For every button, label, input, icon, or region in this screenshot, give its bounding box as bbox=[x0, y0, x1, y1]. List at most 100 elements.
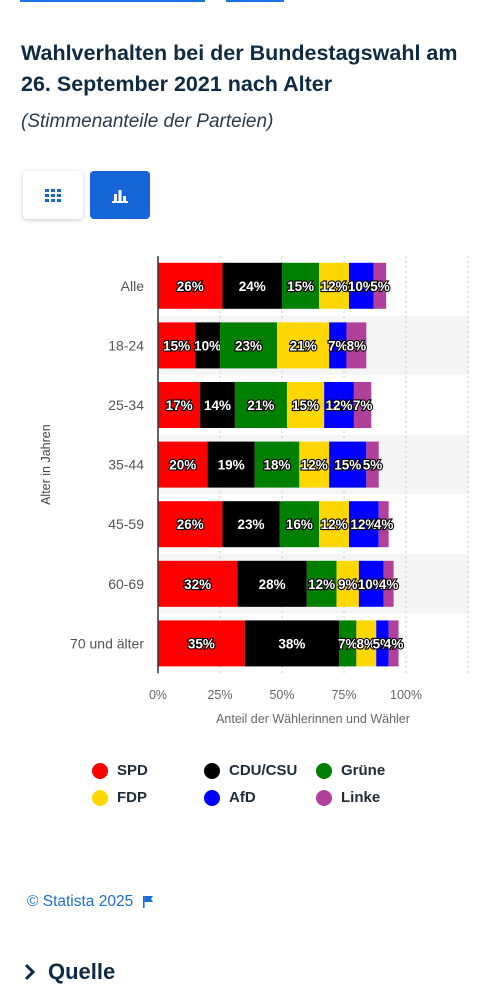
data-label: 4% bbox=[379, 577, 399, 592]
x-tick-label: 0% bbox=[149, 688, 167, 702]
legend-item[interactable]: AfD bbox=[204, 789, 256, 806]
legend-item[interactable]: Linke bbox=[316, 789, 380, 806]
data-label: 12% bbox=[321, 279, 348, 294]
category-label: Alle bbox=[121, 278, 145, 294]
bar-segment bbox=[244, 620, 340, 667]
category-label: 70 und älter bbox=[70, 635, 144, 651]
bar-segment bbox=[299, 441, 330, 488]
data-label: 10% bbox=[194, 338, 221, 353]
grid-icon bbox=[45, 188, 61, 202]
data-label: 12% bbox=[326, 398, 353, 413]
bar-segment bbox=[336, 560, 359, 607]
bar-segment bbox=[158, 560, 238, 607]
bar-segment bbox=[286, 382, 325, 428]
bar-segment bbox=[282, 262, 320, 309]
bar-segment bbox=[383, 560, 394, 607]
quelle-toggle[interactable]: Quelle bbox=[24, 959, 115, 985]
bar-chart-icon bbox=[112, 189, 128, 203]
legend-swatch bbox=[92, 762, 108, 779]
page-subtitle: (Stimmenanteile der Parteien) bbox=[21, 111, 274, 132]
legend-swatch bbox=[316, 789, 332, 806]
data-label: 26% bbox=[177, 279, 204, 294]
bar-segment bbox=[348, 501, 379, 548]
data-label: 15% bbox=[292, 398, 319, 413]
data-label: 10% bbox=[358, 577, 385, 592]
legend-label: FDP bbox=[117, 789, 147, 806]
bar-segment bbox=[277, 322, 330, 369]
chevron-right-icon bbox=[24, 963, 36, 981]
bar-segment bbox=[329, 322, 347, 369]
credit-text: © Statista 2025 bbox=[27, 893, 134, 910]
legend-item[interactable]: CDU/CSU bbox=[204, 762, 297, 779]
data-label: 12% bbox=[321, 517, 348, 532]
data-label: 7% bbox=[338, 636, 358, 651]
bar-segment bbox=[378, 501, 389, 548]
data-label: 17% bbox=[166, 398, 193, 413]
data-label: 4% bbox=[384, 636, 404, 651]
bar-segment bbox=[339, 620, 357, 667]
legend-item[interactable]: SPD bbox=[92, 762, 148, 779]
bar-segment bbox=[158, 441, 208, 488]
bar-segment bbox=[222, 262, 282, 309]
tab-underline-left bbox=[20, 0, 205, 2]
bar-segment bbox=[158, 262, 223, 309]
data-label: 32% bbox=[184, 577, 211, 592]
bar-segment bbox=[353, 382, 372, 428]
data-label: 12% bbox=[301, 458, 328, 473]
legend-swatch bbox=[316, 762, 332, 779]
bar-segment bbox=[346, 322, 367, 369]
data-label: 23% bbox=[237, 517, 264, 532]
x-tick-label: 75% bbox=[331, 688, 356, 702]
legend-swatch bbox=[204, 789, 220, 806]
bar-segment bbox=[222, 501, 280, 548]
bar-segment bbox=[319, 262, 349, 309]
legend-label: Linke bbox=[341, 789, 381, 806]
bar-segment bbox=[158, 620, 245, 667]
data-label: 20% bbox=[169, 458, 196, 473]
quelle-label: Quelle bbox=[48, 959, 116, 984]
category-label: 18-24 bbox=[108, 337, 144, 353]
bar-segment bbox=[388, 620, 399, 667]
x-tick-label: 100% bbox=[390, 688, 422, 702]
data-label: 15% bbox=[163, 338, 190, 353]
data-label: 38% bbox=[278, 636, 305, 651]
flag-icon bbox=[143, 896, 154, 908]
table-view-button[interactable] bbox=[23, 171, 83, 219]
chart-view-button[interactable] bbox=[90, 171, 150, 219]
x-tick-label: 25% bbox=[207, 688, 232, 702]
data-label: 15% bbox=[334, 458, 361, 473]
data-label: 7% bbox=[328, 338, 348, 353]
bar-segment bbox=[237, 560, 307, 607]
legend-swatch bbox=[204, 762, 220, 779]
data-label: 23% bbox=[235, 338, 262, 353]
category-label: 60-69 bbox=[108, 576, 144, 592]
data-label: 16% bbox=[286, 517, 313, 532]
bar-segment bbox=[356, 620, 377, 667]
data-label: 7% bbox=[353, 398, 373, 413]
category-label: 25-34 bbox=[108, 397, 144, 413]
data-label: 9% bbox=[338, 577, 358, 592]
legend-item[interactable]: FDP bbox=[92, 789, 147, 806]
data-label: 12% bbox=[350, 517, 377, 532]
bar-segment bbox=[373, 262, 387, 309]
category-label: 35-44 bbox=[108, 457, 144, 473]
bar-segment bbox=[158, 382, 201, 428]
data-label: 8% bbox=[357, 636, 377, 651]
x-axis-title: Anteil der Wählerinnen und Wähler bbox=[216, 712, 410, 726]
data-label: 5% bbox=[370, 279, 390, 294]
bar-segment bbox=[324, 382, 354, 428]
legend-item[interactable]: Grüne bbox=[316, 762, 385, 779]
data-label: 24% bbox=[239, 279, 266, 294]
category-label: 45-59 bbox=[108, 516, 144, 532]
legend-label: CDU/CSU bbox=[229, 762, 298, 779]
data-label: 12% bbox=[308, 577, 335, 592]
data-label: 14% bbox=[204, 398, 231, 413]
data-label: 18% bbox=[264, 458, 291, 473]
statista-credit[interactable]: © Statista 2025 bbox=[27, 893, 154, 911]
bar-segment bbox=[207, 441, 255, 488]
data-label: 35% bbox=[188, 636, 215, 651]
bar-segment bbox=[195, 322, 220, 369]
data-label: 5% bbox=[373, 636, 393, 651]
bar-segment bbox=[234, 382, 287, 428]
